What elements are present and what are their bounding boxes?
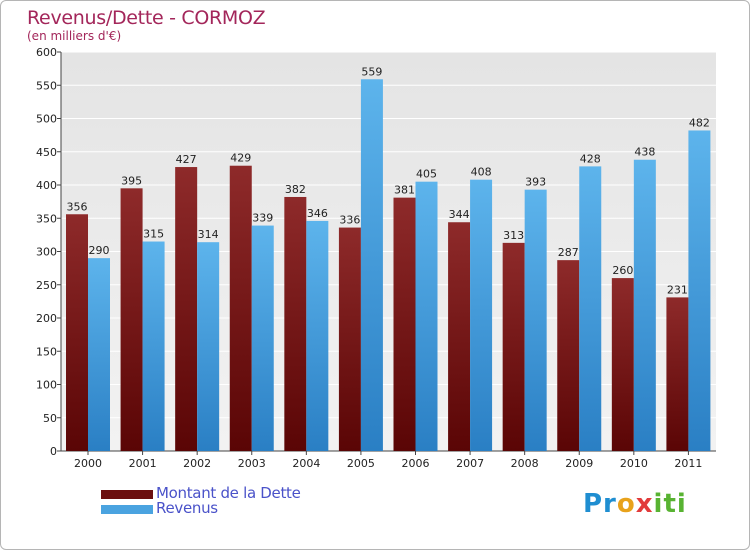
bar-revenus <box>251 225 274 451</box>
bar-revenus <box>633 159 656 452</box>
data-label: 314 <box>198 228 219 241</box>
legend-label-dette: Montant de la Dette <box>156 484 301 502</box>
x-tick-label: 2003 <box>238 457 266 470</box>
data-label: 339 <box>252 212 273 225</box>
x-tick-label: 2010 <box>620 457 648 470</box>
y-tick-label: 500 <box>36 113 57 126</box>
y-tick-label: 400 <box>36 179 57 192</box>
bar-dette <box>338 227 361 451</box>
x-tick-label: 2000 <box>74 457 102 470</box>
data-label: 315 <box>143 228 164 241</box>
data-label: 382 <box>285 183 306 196</box>
y-tick-label: 250 <box>36 279 57 292</box>
legend-swatch-revenus <box>101 505 153 514</box>
bar-dette <box>448 222 471 451</box>
x-tick-label: 2008 <box>511 457 539 470</box>
bar-dette <box>393 197 416 451</box>
bar-revenus <box>579 166 602 451</box>
y-tick-label: 300 <box>36 246 57 259</box>
data-label: 313 <box>503 229 524 242</box>
bar-dette <box>284 196 307 451</box>
data-label: 344 <box>449 208 470 221</box>
data-label: 346 <box>307 207 328 220</box>
x-tick-label: 2006 <box>402 457 430 470</box>
data-label: 290 <box>89 244 110 257</box>
data-label: 260 <box>612 264 633 277</box>
bar-dette <box>502 242 525 451</box>
y-tick-label: 550 <box>36 79 57 92</box>
y-tick-label: 450 <box>36 146 57 159</box>
x-tick-label: 2004 <box>292 457 320 470</box>
data-label: 231 <box>667 283 688 296</box>
data-label: 429 <box>230 152 251 165</box>
x-tick-label: 2009 <box>565 457 593 470</box>
bar-dette <box>66 214 88 451</box>
data-label: 428 <box>580 152 601 165</box>
y-tick-label: 350 <box>36 212 57 225</box>
data-label: 356 <box>67 200 88 213</box>
data-label: 336 <box>339 214 360 227</box>
data-label: 482 <box>689 116 710 129</box>
data-label: 427 <box>176 153 197 166</box>
y-tick-label: 50 <box>43 412 57 425</box>
bar-revenus <box>142 241 165 451</box>
x-tick-label: 2011 <box>674 457 702 470</box>
data-label: 381 <box>394 184 415 197</box>
data-label: 287 <box>558 246 579 259</box>
bar-revenus <box>470 179 493 451</box>
x-tick-label: 2007 <box>456 457 484 470</box>
bar-revenus <box>88 258 110 451</box>
data-label: 393 <box>525 176 546 189</box>
y-tick-label: 0 <box>50 445 57 458</box>
proxiti-logo: Proxiti <box>583 489 687 519</box>
legend-swatch-dette <box>101 490 153 499</box>
bar-dette <box>611 278 634 451</box>
data-label: 405 <box>416 168 437 181</box>
bar-dette <box>229 165 252 451</box>
y-tick-label: 200 <box>36 312 57 325</box>
x-tick-label: 2002 <box>183 457 211 470</box>
chart-title: Revenus/Dette - CORMOZ <box>27 7 266 29</box>
x-tick-label: 2005 <box>347 457 375 470</box>
bar-revenus <box>360 79 383 451</box>
data-label: 395 <box>121 174 142 187</box>
y-tick-label: 100 <box>36 379 57 392</box>
chart-subtitle: (en milliers d'€) <box>27 29 122 43</box>
bar-dette <box>666 297 689 451</box>
bar-revenus <box>688 130 711 451</box>
bar-dette <box>120 188 143 451</box>
bar-dette <box>557 260 580 451</box>
bar-revenus <box>197 242 220 451</box>
bar-revenus <box>415 181 438 452</box>
data-label: 559 <box>361 65 382 78</box>
data-label: 408 <box>471 166 492 179</box>
data-label: 438 <box>634 146 655 159</box>
bar-revenus <box>524 189 547 451</box>
x-tick-label: 2001 <box>129 457 157 470</box>
legend-label-revenus: Revenus <box>156 499 218 517</box>
bar-revenus <box>306 220 329 451</box>
y-tick-label: 600 <box>36 46 57 59</box>
bar-dette <box>175 167 198 452</box>
y-tick-label: 150 <box>36 345 57 358</box>
